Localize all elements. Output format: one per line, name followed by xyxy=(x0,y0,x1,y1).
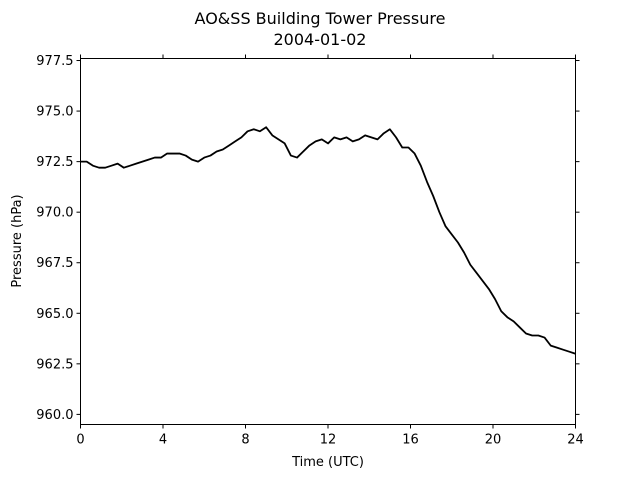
y-tick-label: 975.0 xyxy=(36,105,73,120)
plot-frame xyxy=(80,58,576,425)
y-tick-label: 967.5 xyxy=(36,256,73,271)
x-axis-label: Time (UTC) xyxy=(291,455,364,470)
chart-subtitle: 2004-01-02 xyxy=(274,30,367,49)
x-tick-label: 16 xyxy=(402,433,419,448)
x-tick-label: 20 xyxy=(485,433,502,448)
y-tick-label: 960.0 xyxy=(36,408,73,423)
x-tick-label: 0 xyxy=(76,433,84,448)
x-tick-label: 4 xyxy=(159,433,167,448)
chart-title: AO&SS Building Tower Pressure xyxy=(195,9,446,28)
y-tick-label: 977.5 xyxy=(36,54,73,69)
y-tick-label: 972.5 xyxy=(36,155,73,170)
x-tick-label: 24 xyxy=(567,433,584,448)
x-tick-label: 12 xyxy=(320,433,337,448)
x-axis: 0 4 8 12 16 20 24 xyxy=(76,54,584,448)
y-tick-label: 962.5 xyxy=(36,357,73,372)
x-tick-label: 8 xyxy=(241,433,249,448)
y-axis: 960.0 962.5 965.0 967.5 970.0 972.5 975.0 977.5 xyxy=(36,54,580,423)
y-axis-label: Pressure (hPa) xyxy=(10,194,25,287)
y-tick-label: 970.0 xyxy=(36,206,73,221)
series-line xyxy=(80,126,576,355)
y-tick-label: 965.0 xyxy=(36,307,73,322)
